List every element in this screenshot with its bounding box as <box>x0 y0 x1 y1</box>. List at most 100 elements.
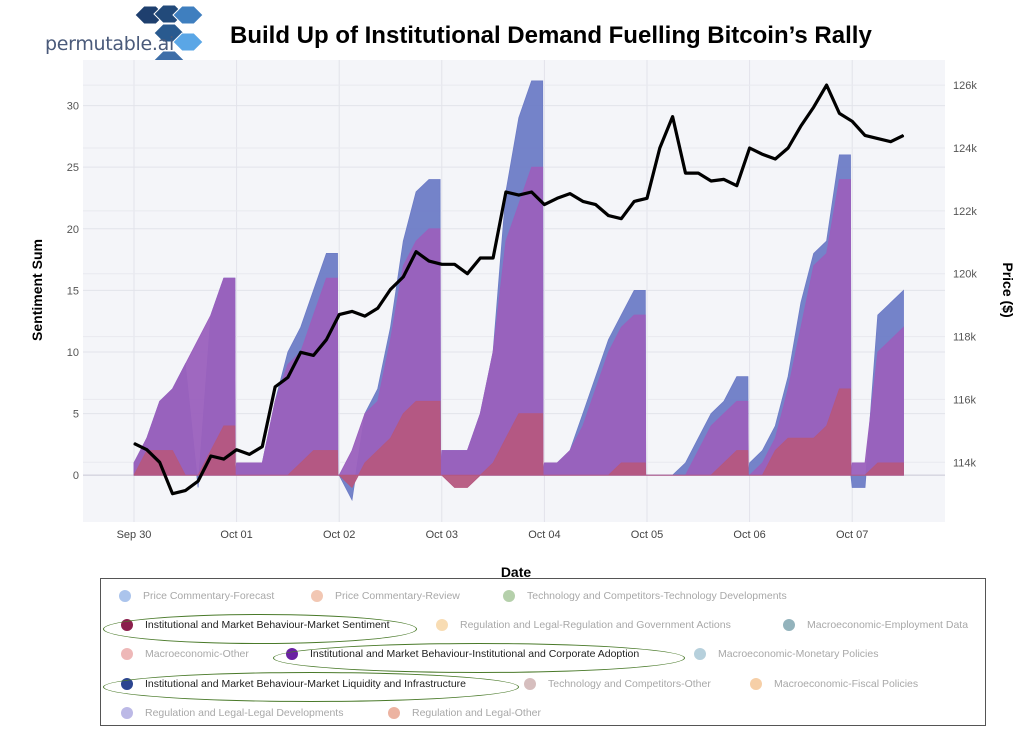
price-point <box>838 112 840 114</box>
legend-item[interactable]: Technology and Competitors-Technology De… <box>503 590 787 602</box>
legend-item[interactable]: Regulation and Legal-Regulation and Gove… <box>436 619 731 631</box>
area-series-1 <box>133 166 904 476</box>
y2-tick-label: 122k <box>953 206 977 218</box>
price-point <box>633 200 635 202</box>
price-point <box>274 386 276 388</box>
legend-marker-icon <box>783 619 795 631</box>
y-tick-label: 5 <box>73 409 79 421</box>
price-point <box>569 193 571 195</box>
legend-marker-icon <box>286 648 298 660</box>
x-axis-title: Date <box>501 564 532 580</box>
price-point <box>710 180 712 182</box>
price-point <box>428 260 430 262</box>
price-point <box>890 141 892 143</box>
price-point <box>210 455 212 457</box>
price-point <box>582 200 584 202</box>
legend-item[interactable]: Macroeconomic-Other <box>121 648 249 660</box>
price-point <box>864 134 866 136</box>
price-point <box>248 453 250 455</box>
price-point <box>774 158 776 160</box>
chart-title: Build Up of Institutional Demand Fuellin… <box>230 22 872 49</box>
price-point <box>171 493 173 495</box>
legend-label: Regulation and Legal-Legal Developments <box>145 707 344 719</box>
price-point <box>800 125 802 127</box>
legend-marker-icon <box>311 590 323 602</box>
y-tick-label: 20 <box>67 224 79 236</box>
price-point <box>672 116 674 118</box>
y-tick-label: 10 <box>67 347 79 359</box>
price-point <box>325 339 327 341</box>
x-tick-label: Oct 03 <box>426 529 458 541</box>
logo-text: permutable.ai <box>45 33 174 55</box>
legend-label: Technology and Competitors-Technology De… <box>527 590 787 602</box>
y2-tick-label: 116k <box>953 394 977 406</box>
price-point <box>492 257 494 259</box>
price-point <box>261 446 263 448</box>
price-point <box>466 273 468 275</box>
y-axis-title: Sentiment Sum <box>29 239 45 341</box>
legend-item[interactable]: Price Commentary-Forecast <box>119 590 274 602</box>
price-point <box>441 263 443 265</box>
legend-item[interactable]: Regulation and Legal-Legal Developments <box>121 707 343 719</box>
price-point <box>184 490 186 492</box>
legend-marker-icon <box>121 619 133 631</box>
legend-item[interactable]: Price Commentary-Review <box>311 590 460 602</box>
price-point <box>877 138 879 140</box>
price-point <box>338 314 340 316</box>
price-point <box>313 354 315 356</box>
legend-label: Regulation and Legal-Other <box>412 707 542 719</box>
price-point <box>518 194 520 196</box>
price-point <box>697 172 699 174</box>
legend-item[interactable]: Institutional and Market Behaviour-Marke… <box>121 678 466 690</box>
y-tick-label: 0 <box>73 470 79 482</box>
price-point <box>556 197 558 199</box>
price-point <box>595 204 597 206</box>
price-point <box>133 442 135 444</box>
price-point <box>736 185 738 187</box>
legend-label: Institutional and Market Behaviour-Insti… <box>310 648 640 660</box>
legend-marker-icon <box>121 707 133 719</box>
price-point <box>761 153 763 155</box>
legend-item[interactable]: Macroeconomic-Monetary Policies <box>694 648 878 660</box>
legend-marker-icon <box>524 678 536 690</box>
legend-marker-icon <box>750 678 762 690</box>
price-point <box>646 197 648 199</box>
legend-label: Macroeconomic-Fiscal Policies <box>774 678 919 690</box>
chart: Sep 30 Oct 01 Oct 02 Oct 03 Oct 04 Oct 05 Oct … <box>29 60 1016 580</box>
y-tick-label: 15 <box>67 285 79 297</box>
legend-item[interactable]: Macroeconomic-Employment Data <box>783 619 968 631</box>
price-point <box>851 120 853 122</box>
legend-label: Macroeconomic-Other <box>145 648 249 660</box>
legend-marker-icon <box>119 590 131 602</box>
x-tick-label: Sep 30 <box>117 529 152 541</box>
price-point <box>351 310 353 312</box>
price-point <box>415 251 417 253</box>
legend-marker-icon <box>121 648 133 660</box>
price-point <box>159 461 161 463</box>
y-tick-label: 25 <box>67 162 79 174</box>
price-point <box>620 218 622 220</box>
price-point <box>903 134 904 136</box>
legend-item[interactable]: Institutional and Market Behaviour-Marke… <box>121 619 390 631</box>
x-tick-label: Oct 01 <box>220 529 252 541</box>
price-point <box>787 147 789 149</box>
price-point <box>287 376 289 378</box>
x-tick-label: Oct 02 <box>323 529 355 541</box>
price-point <box>749 147 751 149</box>
legend-item[interactable]: Regulation and Legal-Other <box>388 707 541 719</box>
price-point <box>531 191 533 193</box>
x-tick-label: Oct 06 <box>733 529 765 541</box>
price-point <box>236 449 238 451</box>
y-tick-label: 30 <box>67 101 79 113</box>
price-point <box>826 84 828 86</box>
legend-label: Price Commentary-Forecast <box>143 590 275 602</box>
legend-item[interactable]: Technology and Competitors-Other <box>524 678 711 690</box>
price-point <box>479 257 481 259</box>
legend-item[interactable]: Institutional and Market Behaviour-Insti… <box>286 648 639 660</box>
price-point <box>813 106 815 108</box>
price-point <box>684 172 686 174</box>
legend-item[interactable]: Macroeconomic-Fiscal Policies <box>750 678 918 690</box>
x-tick-label: Oct 05 <box>631 529 663 541</box>
price-point <box>146 449 148 451</box>
price-point <box>364 315 366 317</box>
